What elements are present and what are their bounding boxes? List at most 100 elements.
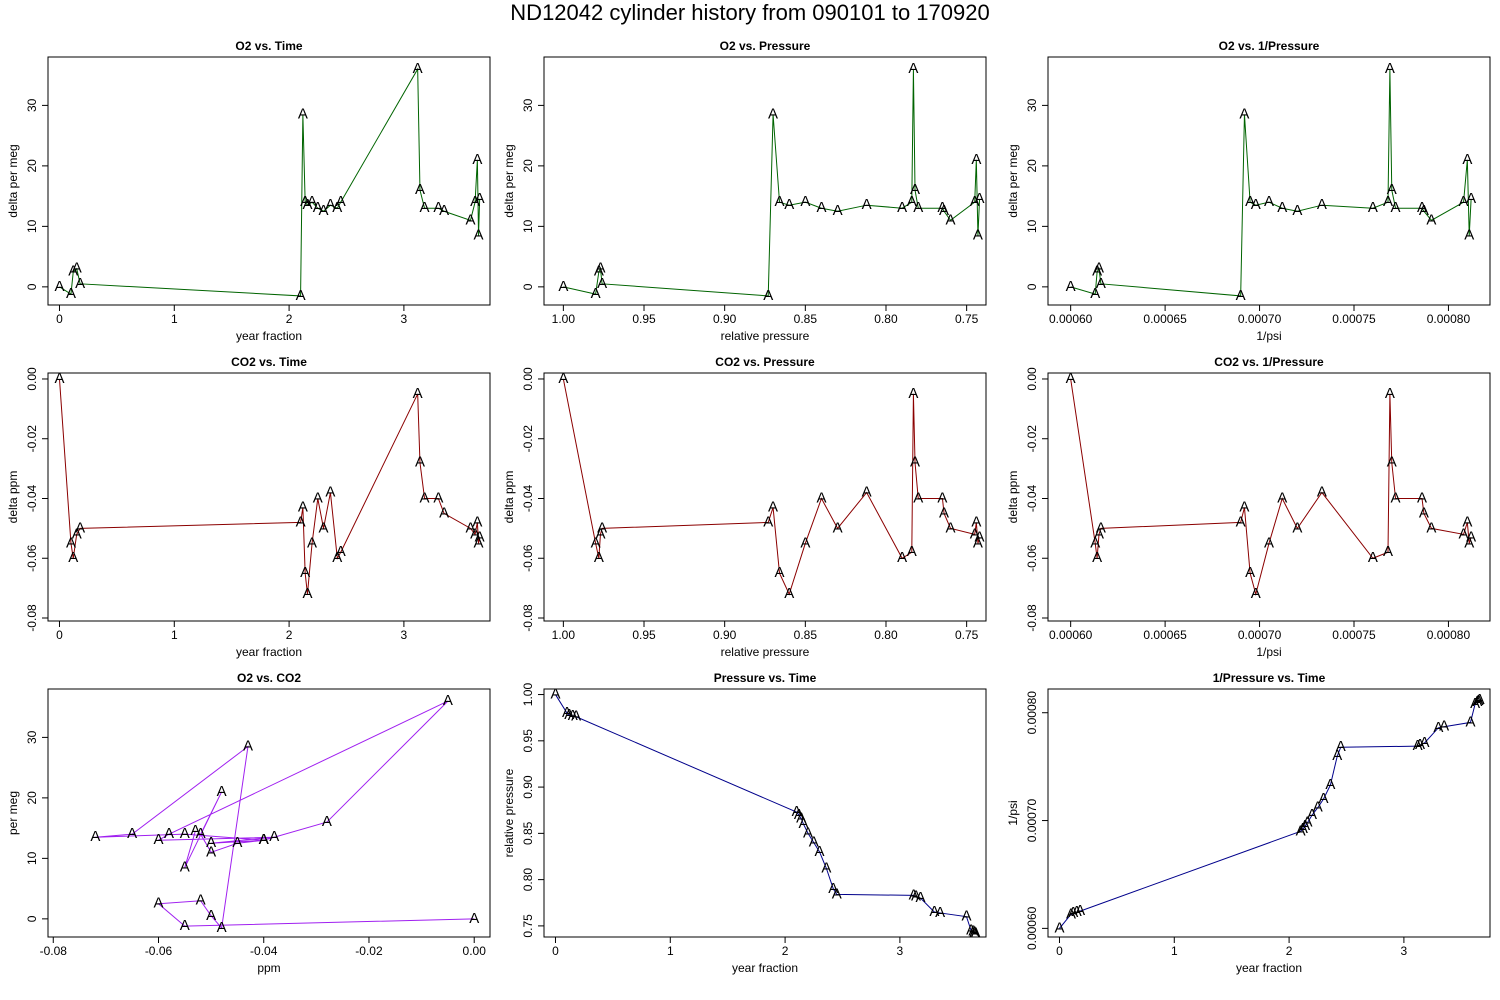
y-tick-label: 0	[25, 283, 39, 290]
y-tick-label: 20	[1025, 159, 1039, 173]
x-tick-label: 0.00065	[1143, 628, 1187, 642]
data-marker: A	[217, 783, 227, 800]
data-marker: A	[475, 190, 485, 207]
data-marker: A	[1413, 737, 1423, 754]
y-tick-label: 0.90	[521, 775, 535, 799]
y-tick-label: 10	[1025, 219, 1039, 233]
data-marker: A	[597, 275, 607, 292]
data-marker: A	[1066, 370, 1076, 387]
x-tick-label: -0.02	[355, 944, 383, 958]
data-marker: A	[475, 528, 485, 545]
data-marker: A	[832, 885, 842, 902]
data-marker: A	[833, 519, 843, 536]
data-marker: A	[1090, 285, 1100, 302]
data-marker: A	[907, 193, 917, 210]
data-marker: A	[908, 385, 918, 402]
data-marker: A	[1264, 193, 1274, 210]
y-tick-label: 0.00	[1025, 367, 1039, 391]
data-marker: A	[1092, 549, 1102, 566]
data-marker: A	[595, 525, 605, 542]
data-marker: A	[768, 105, 778, 122]
data-line	[95, 700, 475, 930]
data-line	[1070, 378, 1472, 597]
data-marker: A	[66, 534, 76, 551]
x-tick-label: 2	[286, 628, 293, 642]
data-marker: A	[1292, 202, 1302, 219]
x-tick-label: 0.90	[713, 628, 737, 642]
x-tick-label: 3	[897, 944, 904, 958]
data-marker: A	[1475, 691, 1485, 708]
data-marker: A	[1387, 454, 1397, 471]
data-marker: A	[307, 193, 317, 210]
y-tick-label: -0.02	[25, 425, 39, 453]
data-marker: A	[910, 454, 920, 471]
y-tick-label: 0.00060	[1025, 906, 1039, 950]
data-marker: A	[1313, 799, 1323, 816]
data-marker: A	[597, 519, 607, 536]
data-marker: A	[307, 534, 317, 551]
y-axis-label: relative pressure	[502, 768, 516, 857]
data-marker: A	[319, 202, 329, 219]
y-tick-label: -0.04	[521, 484, 535, 512]
data-marker: A	[68, 549, 78, 566]
x-tick-label: 0	[1056, 944, 1063, 958]
data-marker: A	[332, 199, 342, 216]
data-marker: A	[1420, 734, 1430, 751]
data-marker: A	[1245, 564, 1255, 581]
panel-title: CO2 vs. 1/Pressure	[1214, 355, 1324, 369]
data-marker: A	[966, 921, 976, 938]
data-marker: A	[975, 528, 985, 545]
data-marker: A	[862, 483, 872, 500]
panel: O2 vs. CO2 ppm per meg -0.08 -0.06 -0.04 -0.02…	[6, 671, 491, 975]
data-marker: A	[90, 828, 100, 845]
data-marker: A	[1417, 489, 1427, 506]
data-marker: A	[415, 181, 425, 198]
data-marker: A	[897, 549, 907, 566]
y-tick-label: 30	[25, 730, 39, 744]
data-marker: A	[1433, 719, 1443, 736]
data-line	[59, 67, 481, 297]
data-marker: A	[816, 199, 826, 216]
data-marker: A	[420, 489, 430, 506]
data-marker: A	[763, 287, 773, 304]
y-tick-label: 0.00	[521, 367, 535, 391]
data-marker: A	[1245, 193, 1255, 210]
plot-frame	[543, 688, 987, 938]
data-marker: A	[325, 483, 335, 500]
data-marker: A	[269, 828, 279, 845]
data-marker: A	[336, 543, 346, 560]
data-marker: A	[75, 519, 85, 536]
data-marker: A	[415, 454, 425, 471]
data-marker: A	[809, 834, 819, 851]
y-tick-label: 30	[521, 98, 535, 112]
data-marker: A	[313, 489, 323, 506]
data-marker: A	[970, 193, 980, 210]
data-marker: A	[1332, 747, 1342, 764]
y-tick-label: -0.06	[25, 544, 39, 572]
panel: O2 vs. Pressure relative pressure delta pe…	[502, 39, 987, 343]
data-marker: A	[1464, 226, 1474, 243]
x-tick-label: 3	[401, 628, 408, 642]
data-marker: A	[594, 549, 604, 566]
data-marker: A	[1292, 519, 1302, 536]
data-marker: A	[1239, 498, 1249, 515]
data-marker: A	[433, 489, 443, 506]
data-marker: A	[911, 887, 921, 904]
data-marker: A	[1092, 263, 1102, 280]
x-tick-label: 0	[552, 944, 559, 958]
x-tick-label: 0.00075	[1332, 628, 1376, 642]
y-axis-label: delta per meg	[6, 144, 20, 217]
data-marker: A	[1319, 790, 1329, 807]
x-axis-label: 1/psi	[1256, 645, 1281, 659]
data-marker: A	[1296, 822, 1306, 839]
data-marker: A	[1415, 736, 1425, 753]
data-marker: A	[775, 193, 785, 210]
data-marker: A	[75, 275, 85, 292]
data-marker: A	[913, 199, 923, 216]
data-marker: A	[1439, 718, 1449, 735]
x-tick-label: 1	[667, 944, 674, 958]
y-axis-label: per meg	[6, 791, 20, 835]
data-marker: A	[259, 831, 269, 848]
data-marker: A	[833, 202, 843, 219]
y-tick-label: -0.04	[1025, 484, 1039, 512]
